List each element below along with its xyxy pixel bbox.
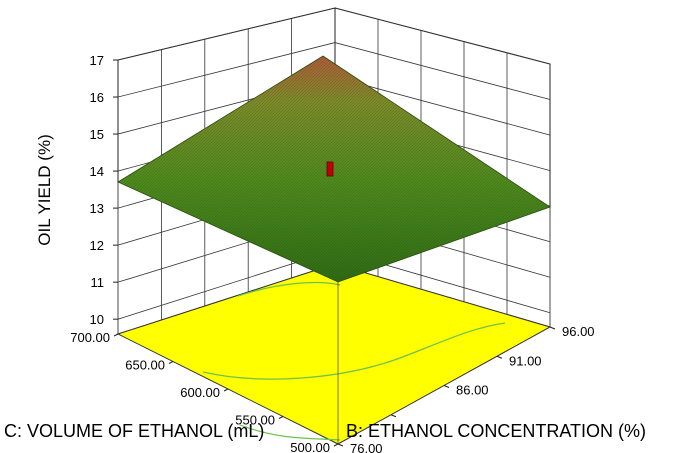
z-tick-label: 12	[90, 238, 104, 253]
z-tick-label: 10	[90, 312, 104, 327]
x-tick-mark	[496, 355, 503, 359]
y-axis-label: C: VOLUME OF ETHANOL (mL)	[4, 421, 264, 441]
z-tick-label: 11	[91, 275, 105, 290]
floor-contour-2	[202, 322, 506, 380]
floor-contour-3	[239, 424, 341, 441]
y-tick-label: 650.00	[125, 358, 165, 373]
x-axis-ticks: 76.00 86.00 91.00 96.00	[337, 324, 595, 453]
y-tick-mark	[278, 416, 284, 419]
y-tick-mark	[333, 443, 339, 447]
x-tick-mark	[337, 443, 344, 447]
z-axis-ticks: 10 11 12 13 14 15 16 17	[90, 53, 118, 327]
z-tick-label: 13	[90, 201, 104, 216]
x-tick-label: 86.00	[456, 383, 489, 398]
x-tick-label: 76.00	[350, 441, 383, 453]
y-tick-label: 500.00	[290, 440, 330, 453]
y-tick-label: 550.00	[235, 413, 275, 428]
wall-grid-line	[117, 42, 551, 100]
x-tick-mark	[390, 414, 397, 418]
y-tick-mark	[113, 333, 119, 337]
z-tick-label: 17	[90, 53, 104, 68]
center-point-marker	[326, 161, 334, 177]
x-tick-label: 91.00	[509, 353, 542, 368]
x-tick-mark	[443, 385, 450, 388]
wall-grid-line	[117, 7, 551, 65]
x-axis-label: B: ETHANOL CONCENTRATION (%)	[346, 421, 646, 441]
response-surface	[117, 55, 551, 283]
x-tick-label: 96.00	[562, 324, 595, 339]
y-tick-mark	[223, 388, 229, 392]
y-tick-mark	[168, 361, 174, 364]
y-axis-ticks: 500.00 550.00 600.00 650.00 700.00	[70, 330, 339, 453]
x-tick-mark	[549, 326, 556, 330]
z-axis-label: OIL YIELD (%)	[35, 134, 54, 245]
y-tick-label: 700.00	[70, 330, 110, 345]
z-tick-label: 14	[90, 164, 104, 179]
z-tick-label: 16	[90, 90, 104, 105]
floor-contour-1	[237, 281, 341, 297]
surface-mesh	[118, 56, 550, 282]
z-tick-label: 15	[90, 127, 104, 142]
drop-lines	[117, 182, 551, 444]
y-tick-label: 600.00	[180, 385, 220, 400]
